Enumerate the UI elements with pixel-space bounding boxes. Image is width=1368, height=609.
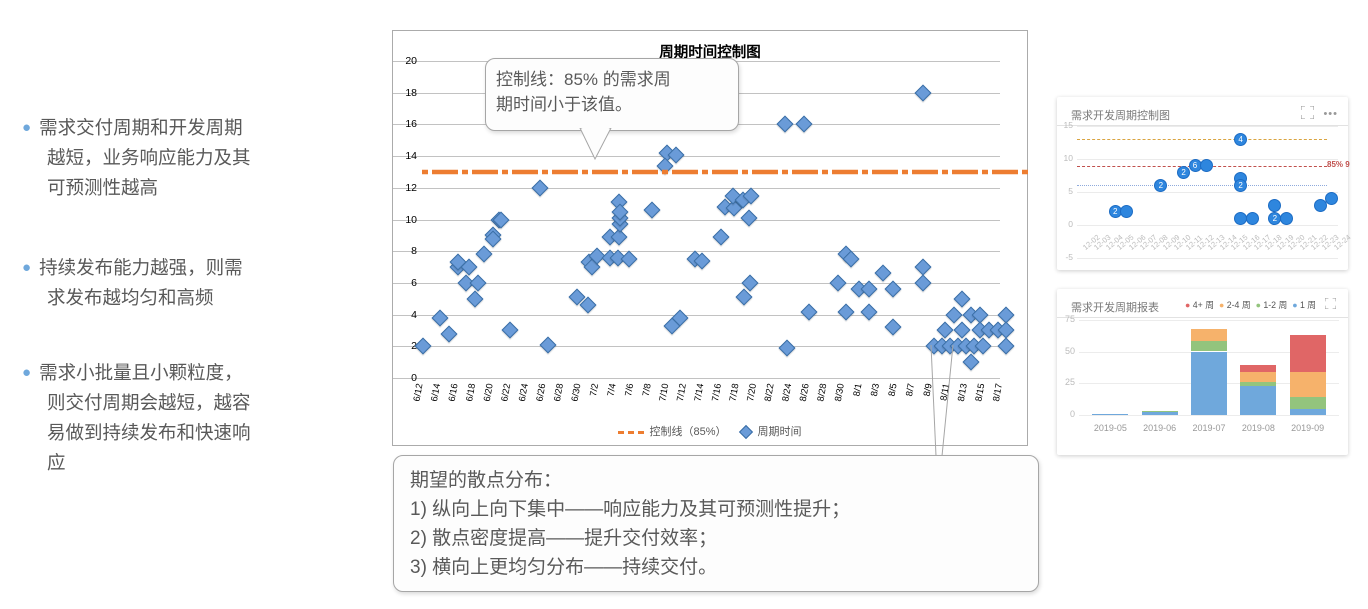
svg-text:6/16: 6/16	[447, 383, 460, 403]
svg-text:6/20: 6/20	[482, 383, 495, 403]
svg-text:6/18: 6/18	[464, 383, 477, 403]
svg-text:6/28: 6/28	[552, 383, 565, 403]
svg-text:7/14: 7/14	[692, 383, 705, 403]
svg-text:6/24: 6/24	[517, 383, 530, 403]
svg-text:6/30: 6/30	[570, 383, 583, 403]
svg-text:7/2: 7/2	[588, 383, 600, 397]
svg-text:7/4: 7/4	[606, 383, 618, 397]
svg-text:6/12: 6/12	[411, 383, 424, 403]
svg-text:8/22: 8/22	[763, 383, 776, 403]
svg-text:7/18: 7/18	[728, 383, 741, 403]
svg-text:6/14: 6/14	[429, 383, 442, 403]
svg-text:8/24: 8/24	[780, 383, 793, 403]
svg-text:8/3: 8/3	[869, 383, 881, 397]
svg-text:6/26: 6/26	[534, 383, 547, 403]
svg-text:8/15: 8/15	[973, 383, 986, 403]
svg-text:8/28: 8/28	[815, 383, 828, 403]
svg-text:7/20: 7/20	[745, 383, 758, 403]
svg-text:7/6: 7/6	[623, 383, 635, 397]
svg-text:7/10: 7/10	[657, 383, 670, 403]
svg-text:8/30: 8/30	[833, 383, 846, 403]
svg-text:7/8: 7/8	[641, 383, 653, 397]
svg-text:6/22: 6/22	[499, 383, 512, 403]
svg-text:7/16: 7/16	[710, 383, 723, 403]
svg-text:8/1: 8/1	[851, 383, 863, 397]
svg-text:8/17: 8/17	[991, 383, 1004, 403]
svg-text:7/12: 7/12	[675, 383, 688, 403]
svg-text:8/26: 8/26	[798, 383, 811, 403]
